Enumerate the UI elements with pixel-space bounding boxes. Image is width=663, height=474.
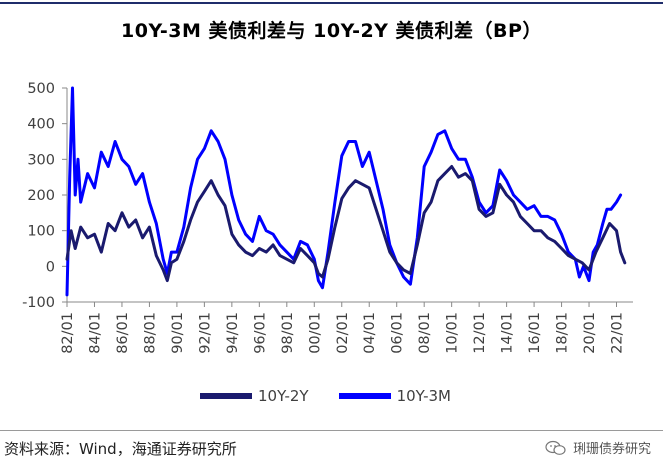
x-tick-label: 92/01: [197, 312, 213, 354]
x-tick-label: 14/01: [500, 312, 516, 354]
x-tick-label: 02/01: [335, 312, 351, 354]
x-axis: 82/01 84/01 86/01 88/01 90/01 92/01 94/01 96/01…: [60, 301, 633, 354]
legend-swatch-10y-2y: [200, 393, 252, 399]
series-layer: [65, 86, 627, 297]
y-tick-label: 100: [27, 224, 55, 240]
x-tick-label: 82/01: [60, 312, 76, 354]
x-tick-label: 98/01: [280, 312, 296, 354]
x-tick-label: 08/01: [417, 312, 433, 354]
x-tick-label: 96/01: [252, 312, 268, 354]
title-rule: [0, 2, 663, 4]
y-tick-label: 0: [46, 259, 55, 275]
watermark-text: 琍珊债券研究: [572, 442, 651, 457]
x-tick-label: 22/01: [610, 312, 626, 354]
x-tick-label: 16/01: [527, 312, 543, 354]
legend-label-10y-3m: 10Y-3M: [396, 387, 451, 405]
series-line-10y-3m: [65, 86, 623, 297]
x-tick-label: 20/01: [582, 312, 598, 354]
legend-swatch-10y-3m: [338, 393, 391, 399]
source-note: 资料来源：Wind，海通证券研究所: [4, 440, 237, 458]
x-tick-label: 18/01: [555, 312, 571, 354]
y-tick-label: 300: [27, 152, 55, 168]
x-tick-label: 12/01: [472, 312, 488, 354]
x-tick-label: 04/01: [362, 312, 378, 354]
y-tick-label: -100: [22, 295, 55, 311]
legend-item-10y-2y: 10Y-2Y: [200, 387, 309, 405]
legend-label-10y-2y: 10Y-2Y: [258, 387, 309, 405]
y-axis: -100 0 100 200 300 400 500: [22, 81, 68, 311]
watermark: 琍珊债券研究: [545, 438, 651, 457]
series-line-10y-2y: [65, 165, 627, 283]
legend: 10Y-2Y 10Y-3M: [200, 384, 481, 408]
x-tick-label: 90/01: [170, 312, 186, 354]
legend-item-10y-3m: 10Y-3M: [338, 387, 451, 405]
wechat-icon: [545, 440, 566, 455]
x-tick-label: 88/01: [142, 312, 158, 354]
footer-rule: [0, 430, 663, 431]
x-tick-label: 00/01: [307, 312, 323, 354]
x-tick-label: 86/01: [115, 312, 131, 354]
chart-title: 10Y-3M 美债利差与 10Y-2Y 美债利差（BP）: [121, 20, 542, 42]
y-tick-label: 200: [27, 188, 55, 204]
y-tick-label: 500: [27, 81, 55, 97]
x-tick-label: 84/01: [87, 312, 103, 354]
x-tick-label: 06/01: [390, 312, 406, 354]
x-tick-label: 94/01: [225, 312, 241, 354]
x-tick-label: 10/01: [445, 312, 461, 354]
y-tick-label: 400: [27, 117, 55, 133]
